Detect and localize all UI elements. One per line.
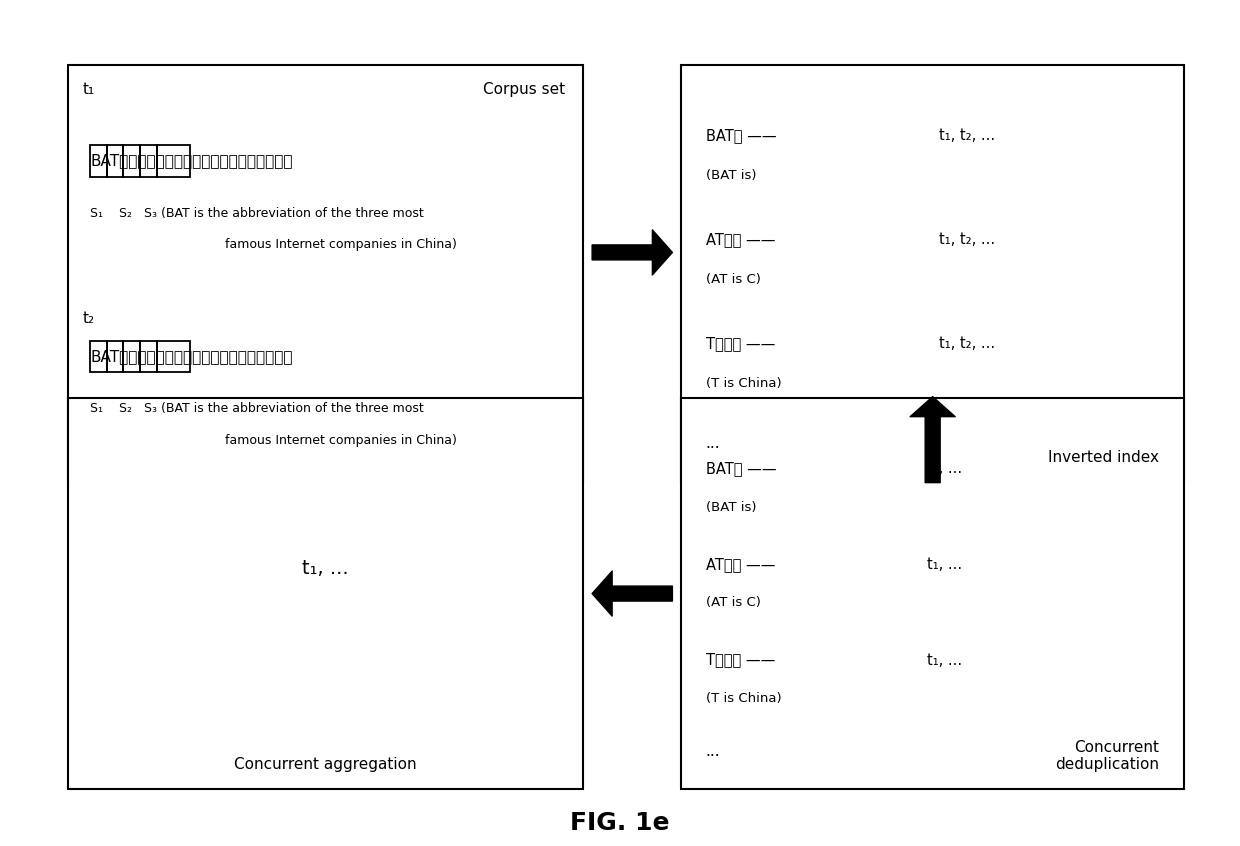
Text: ...: ... [706, 744, 720, 759]
Text: T是中国 ——: T是中国 —— [706, 337, 775, 351]
Text: (AT is C): (AT is C) [706, 596, 760, 609]
Bar [681, 65, 1184, 481]
Bar [140, 341, 156, 372]
Text: (BAT is): (BAT is) [706, 501, 756, 514]
Text: S₁    S₂   S₃ (BAT is the abbreviation of the three most: S₁ S₂ S₃ (BAT is the abbreviation of the… [91, 402, 424, 415]
Text: (T is China): (T is China) [706, 692, 781, 705]
Text: FIG. 1e: FIG. 1e [570, 811, 670, 835]
Text: S₁    S₂   S₃ (BAT is the abbreviation of the three most: S₁ S₂ S₃ (BAT is the abbreviation of the… [91, 206, 424, 220]
Text: Inverted index: Inverted index [1049, 449, 1159, 464]
Text: ...: ... [706, 437, 720, 451]
Text: BAT是中国最具知名度的三家互联网公司的简称: BAT是中国最具知名度的三家互联网公司的简称 [91, 153, 293, 168]
Text: (BAT is): (BAT is) [706, 169, 756, 183]
Text: T是中国 ——: T是中国 —— [706, 652, 775, 667]
Text: t₁, ...: t₁, ... [303, 559, 348, 578]
Text: t₁, t₂, ...: t₁, t₂, ... [939, 233, 994, 247]
Text: Concurrent aggregation: Concurrent aggregation [234, 757, 417, 772]
Text: famous Internet companies in China): famous Internet companies in China) [226, 434, 458, 447]
Bar [107, 341, 124, 372]
Text: t₂: t₂ [83, 310, 95, 326]
Bar [91, 145, 107, 177]
Bar [140, 145, 156, 177]
Bar [107, 145, 124, 177]
Text: t₁, ...: t₁, ... [926, 557, 962, 572]
Text: t₁, ...: t₁, ... [926, 461, 962, 476]
Text: t₁, t₂, ...: t₁, t₂, ... [939, 129, 994, 144]
Text: t₁, t₂, ...: t₁, t₂, ... [939, 337, 994, 351]
Text: (AT is C): (AT is C) [706, 273, 760, 287]
Text: BAT是 ——: BAT是 —— [706, 461, 776, 476]
Text: famous Internet companies in China): famous Internet companies in China) [226, 239, 458, 251]
Text: (T is China): (T is China) [706, 377, 781, 390]
Text: Concurrent
deduplication: Concurrent deduplication [1055, 740, 1159, 772]
Text: AT是中 ——: AT是中 —— [706, 557, 775, 572]
Text: AT是中 ——: AT是中 —— [706, 233, 775, 247]
Bar [68, 65, 583, 481]
Bar [156, 145, 190, 177]
Bar [124, 145, 140, 177]
Bar [124, 341, 140, 372]
Bar [156, 341, 190, 372]
Text: t₁: t₁ [83, 82, 95, 96]
Text: BAT是中国最有知名度的三家互联网公司的简称: BAT是中国最有知名度的三家互联网公司的简称 [91, 349, 293, 364]
Text: BAT是 ——: BAT是 —— [706, 129, 776, 144]
Bar [681, 398, 1184, 789]
Text: Corpus set: Corpus set [482, 82, 565, 96]
Text: t₁, ...: t₁, ... [926, 652, 962, 667]
Bar [68, 398, 583, 789]
Bar [91, 341, 107, 372]
